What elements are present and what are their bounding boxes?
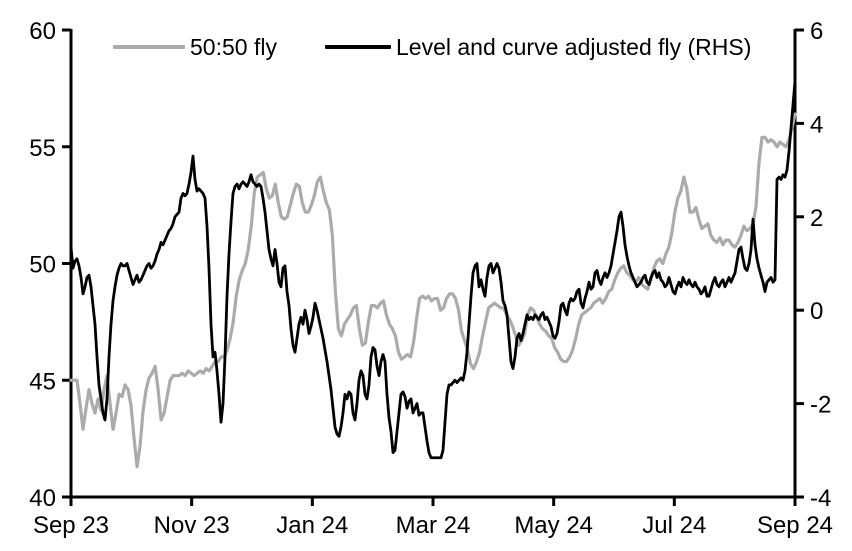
right-axis-tick-label: -2 <box>810 392 831 419</box>
left-axis-tick-label: 45 <box>29 368 56 395</box>
left-axis-tick-label: 60 <box>29 18 56 45</box>
x-axis-tick-label: Sep 24 <box>757 512 833 539</box>
left-axis-tick-label: 55 <box>29 135 56 162</box>
left-axis-tick-label: 50 <box>29 252 56 279</box>
right-axis-tick-label: 6 <box>810 18 823 45</box>
x-axis-tick-label: Sep 23 <box>33 512 109 539</box>
legend-line-swatch-gray <box>113 45 185 49</box>
x-axis-tick-label: Jul 24 <box>642 512 706 539</box>
x-axis-tick-label: Jan 24 <box>276 512 348 539</box>
x-axis-tick-label: Nov 23 <box>154 512 230 539</box>
series-line-1 <box>69 79 797 460</box>
legend-label-level-curve-fly: Level and curve adjusted fly (RHS) <box>396 34 752 60</box>
series-line-0 <box>69 112 797 469</box>
legend-line-swatch-black <box>325 45 391 49</box>
right-axis-tick-label: 4 <box>810 111 823 138</box>
right-axis-tick-label: 2 <box>810 205 823 232</box>
x-axis-tick-label: May 24 <box>514 512 593 539</box>
legend-item-5050-fly: 50:50 fly <box>113 32 277 62</box>
legend-item-level-curve-fly: Level and curve adjusted fly (RHS) <box>325 32 751 62</box>
right-axis-tick-label: -4 <box>810 485 831 512</box>
right-axis-tick-label: 0 <box>810 298 823 325</box>
legend-label-5050-fly: 50:50 fly <box>190 34 277 60</box>
left-axis-tick-label: 40 <box>29 485 56 512</box>
x-axis-tick-label: Mar 24 <box>396 512 471 539</box>
